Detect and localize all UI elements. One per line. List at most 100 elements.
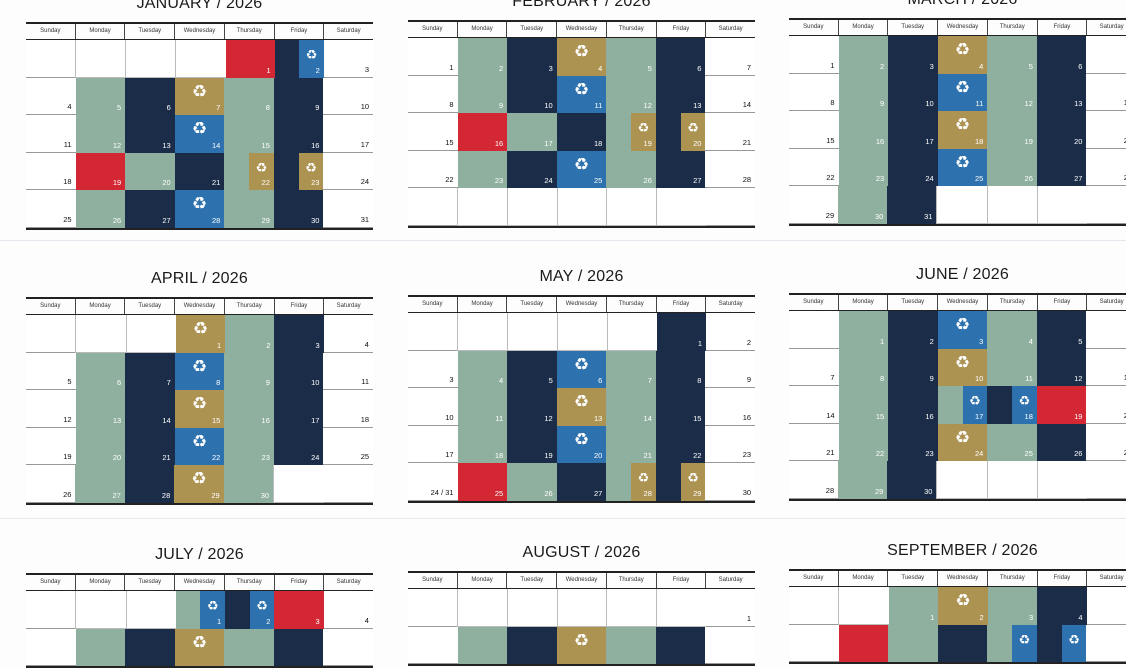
day-number: 4 bbox=[498, 376, 504, 386]
day-cell: 21 bbox=[606, 425, 656, 464]
day-cell: 12 bbox=[1036, 348, 1087, 387]
day-cell: 27 bbox=[556, 463, 607, 501]
day-number: 1 bbox=[830, 60, 835, 70]
weekday-label: Saturday bbox=[323, 24, 373, 39]
recycle-icon: ♻ bbox=[191, 119, 208, 140]
day-number: 10 bbox=[311, 378, 320, 388]
weekday-label: Saturday bbox=[1086, 295, 1126, 310]
day-cell bbox=[936, 461, 987, 499]
day-number: 1 bbox=[216, 616, 222, 626]
day-cell: ♻ 17 bbox=[937, 386, 988, 424]
day-cell: 7 bbox=[705, 38, 756, 76]
day-number: 8 bbox=[879, 374, 885, 384]
month-calendar: MAY / 2026 Sunday Monday Tuesday Wednesday Th… bbox=[408, 268, 756, 503]
day-number: 23 bbox=[261, 453, 270, 463]
month-title: JUNE / 2026 bbox=[916, 266, 1009, 283]
weekday-label: Sunday bbox=[40, 303, 61, 309]
weekday-label: Thursday bbox=[605, 297, 656, 312]
recycling-half-cell: ♻ 17 bbox=[962, 386, 988, 424]
day-cell: 3 bbox=[274, 315, 324, 353]
recycle-icon: ♻ bbox=[637, 471, 650, 487]
day-cell: 28 bbox=[705, 150, 756, 189]
day-number: 13 bbox=[1074, 99, 1083, 109]
day-cell: 19 bbox=[26, 427, 76, 466]
day-number: 23 bbox=[875, 174, 885, 184]
day-number: 13 bbox=[593, 413, 603, 423]
week-row: 28 29 30 bbox=[789, 461, 1126, 499]
day-cell: 13 bbox=[1086, 348, 1126, 387]
calendar-bottom-rule bbox=[26, 502, 373, 505]
day-cell: 10 bbox=[888, 73, 938, 112]
day-cell: ♻ 25 bbox=[937, 148, 988, 187]
day-cell: 14 bbox=[789, 386, 839, 424]
day-cell: 28 bbox=[789, 461, 839, 499]
week-row: 3 4 5 ♻ 6 7 8 9 bbox=[408, 350, 756, 389]
day-cell bbox=[408, 589, 457, 627]
day-number: 28 bbox=[825, 485, 835, 495]
weekday-label: Saturday bbox=[705, 297, 755, 312]
day-cell: 14 bbox=[705, 75, 756, 114]
day-cell bbox=[506, 589, 557, 627]
weekday-label: Wednesday bbox=[174, 575, 224, 590]
weekday-label: Friday bbox=[655, 573, 706, 588]
day-cell: 3 bbox=[888, 36, 938, 74]
day-number: 3 bbox=[1028, 612, 1034, 622]
day-cell: 6 bbox=[655, 38, 706, 76]
month-title: SEPTEMBER / 2026 bbox=[887, 542, 1038, 559]
day-cell: 22 bbox=[655, 425, 706, 464]
day-number: 31 bbox=[360, 214, 370, 224]
day-cell: 17 bbox=[323, 115, 374, 153]
day-number: 25 bbox=[494, 488, 504, 498]
day-number: 4 bbox=[979, 61, 984, 71]
day-number: 18 bbox=[63, 177, 72, 187]
day-cell: 20 bbox=[1036, 111, 1087, 149]
day-number: 2 bbox=[266, 616, 271, 626]
day-number: 13 bbox=[693, 101, 702, 111]
day-cell: ♻ 13 bbox=[556, 388, 607, 426]
month-calendar: MARCH / 2026 Sunday MondayTuesdayWednesday… bbox=[789, 0, 1126, 226]
day-cell bbox=[26, 40, 76, 78]
day-cell: 22 bbox=[838, 423, 889, 462]
day-number: 3 bbox=[364, 64, 369, 74]
day-cell: 26 bbox=[606, 150, 656, 189]
day-cell: 15 bbox=[789, 111, 839, 149]
day-cell: 24 bbox=[273, 427, 324, 466]
day-number: 11 bbox=[63, 139, 72, 149]
day-cell bbox=[606, 626, 656, 665]
recycle-icon: ♻ bbox=[573, 429, 590, 450]
day-cell: 14 bbox=[1086, 73, 1126, 112]
weekday-label: Saturday bbox=[1086, 571, 1126, 586]
day-number: 20 bbox=[112, 453, 122, 463]
day-cell: ♻ 28 bbox=[174, 190, 225, 228]
day-cell bbox=[557, 313, 607, 351]
weekday-header: Sunday Monday Tuesday Wednesday Thursday Frid… bbox=[408, 20, 755, 38]
weekday-label: Tuesday bbox=[506, 22, 556, 37]
week-row: 4 5 6 ♻ 7 8 9 10 bbox=[26, 77, 374, 116]
recycle-icon: ♻ bbox=[305, 48, 318, 63]
day-cell: 1 bbox=[408, 38, 458, 76]
day-cell bbox=[556, 589, 607, 627]
weekday-label: Sunday bbox=[422, 301, 443, 307]
recycling-half-cell: ♻ 20 bbox=[680, 113, 706, 151]
weekday-label: Monday bbox=[837, 20, 888, 35]
weekday-label: Saturday bbox=[705, 22, 755, 37]
week-row: 19 20 21 ♻ 22 23 24 25 bbox=[26, 427, 374, 466]
day-cell: 4 bbox=[1037, 587, 1087, 625]
day-cell: 21 bbox=[789, 423, 839, 462]
day-number: 27 bbox=[112, 490, 121, 500]
weekday-label: Monday bbox=[456, 573, 507, 588]
day-cell: 2 bbox=[888, 311, 938, 349]
day-cell: 3 bbox=[274, 591, 324, 629]
day-number: 6 bbox=[697, 63, 702, 73]
day-number: 17 bbox=[445, 450, 454, 460]
day-number: 11 bbox=[495, 413, 504, 423]
weekday-label: Friday bbox=[273, 24, 324, 39]
day-cell bbox=[655, 626, 706, 665]
day-cell bbox=[1036, 186, 1087, 224]
day-cell: 10 bbox=[507, 75, 557, 114]
day-cell bbox=[937, 624, 988, 663]
week-row: ♻ 1 ♻ 2 3 4 bbox=[26, 591, 373, 629]
day-number: 2 bbox=[746, 337, 751, 347]
week-row: ♻ bbox=[408, 626, 756, 665]
